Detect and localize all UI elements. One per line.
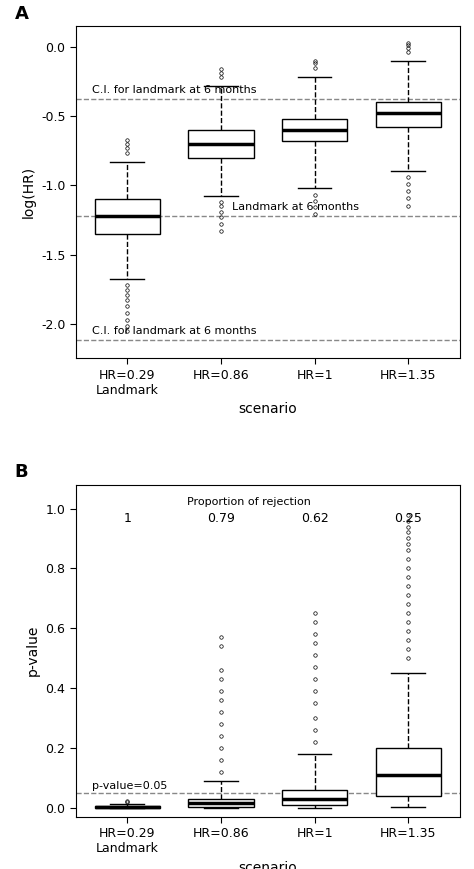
Text: 1: 1 — [123, 512, 131, 525]
Text: B: B — [14, 463, 28, 481]
Text: 0.25: 0.25 — [394, 512, 422, 525]
Y-axis label: p-value: p-value — [26, 625, 40, 676]
Bar — [282, 119, 347, 141]
Text: Proportion of rejection: Proportion of rejection — [187, 496, 311, 507]
X-axis label: scenario: scenario — [238, 402, 297, 416]
Bar — [188, 799, 254, 806]
Bar — [375, 103, 441, 127]
Text: Landmark at 6 months: Landmark at 6 months — [232, 202, 359, 211]
Bar — [95, 806, 160, 808]
Text: 0.62: 0.62 — [301, 512, 328, 525]
Bar — [375, 748, 441, 796]
Y-axis label: log(HR): log(HR) — [21, 166, 36, 218]
Text: C.I. for landmark at 6 months: C.I. for landmark at 6 months — [92, 326, 256, 336]
Text: 0.79: 0.79 — [207, 512, 235, 525]
Bar — [188, 129, 254, 157]
Text: p-value=0.05: p-value=0.05 — [92, 781, 167, 792]
Bar — [282, 790, 347, 806]
Text: C.I. for landmark at 6 months: C.I. for landmark at 6 months — [92, 85, 256, 96]
Bar — [95, 199, 160, 234]
X-axis label: scenario: scenario — [238, 861, 297, 869]
Text: A: A — [14, 4, 28, 23]
